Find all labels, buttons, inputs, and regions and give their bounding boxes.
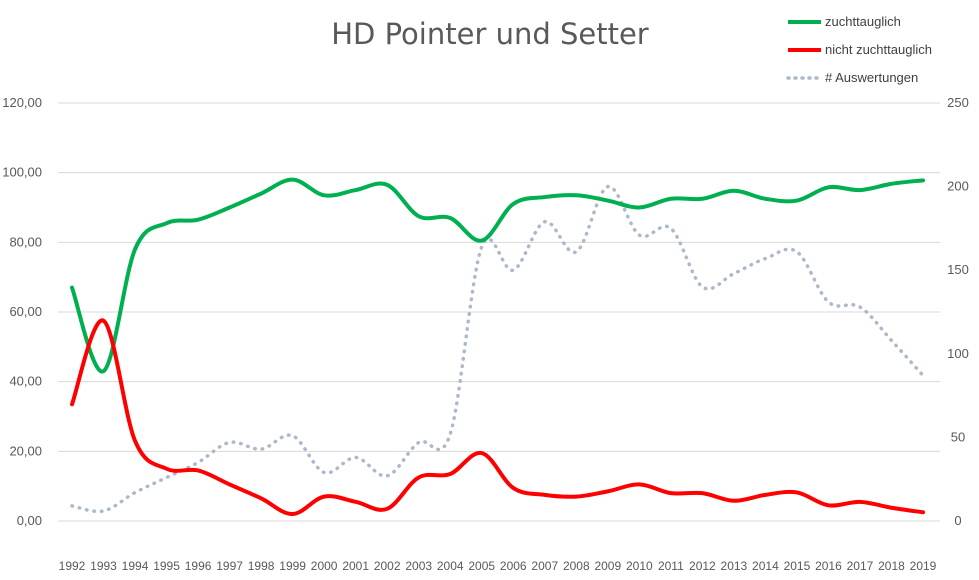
x-tick-label: 2018: [878, 559, 905, 573]
x-tick-label: 1998: [248, 559, 275, 573]
legend-label-zuchttauglich: zuchttauglich: [825, 14, 901, 29]
gridlines: [58, 102, 940, 522]
y-right-tick-label: 150: [947, 262, 969, 277]
series: [70, 177, 925, 517]
x-tick-label: 1995: [153, 559, 180, 573]
y-left-tick-label: 120,00: [2, 95, 42, 110]
y-right-tick-label: 100: [947, 346, 969, 361]
x-tick-label: 1993: [90, 559, 117, 573]
series-line-zuchttauglich: [70, 177, 925, 374]
x-tick-label: 2002: [374, 559, 401, 573]
y-left-tick-label: 40,00: [9, 374, 42, 389]
y-left-tick-label: 80,00: [9, 234, 42, 249]
x-axis: 1992 1993 1994 1995 1996 1997 1998 1999 2000 2001…: [59, 559, 937, 573]
x-tick-label: 2010: [626, 559, 653, 573]
x-tick-label: 1992: [59, 559, 86, 573]
x-tick-label: 2001: [342, 559, 369, 573]
x-tick-label: 2013: [721, 559, 748, 573]
y-left-tick-label: 100,00: [2, 165, 42, 180]
x-tick-label: 2012: [689, 559, 716, 573]
series-line-nicht-zuchttauglich: [70, 318, 925, 517]
x-tick-label: 1994: [122, 559, 149, 573]
x-tick-label: 1997: [216, 559, 243, 573]
legend-label-nicht-zuchttauglich: nicht zuchttauglich: [825, 42, 932, 57]
chart-title: HD Pointer und Setter: [331, 17, 649, 51]
y-axis-left: 0,00 20,00 40,00 60,00 80,00 100,00 120,00: [2, 95, 42, 528]
x-tick-label: 2006: [500, 559, 527, 573]
legend-label-auswertungen: # Auswertungen: [825, 70, 918, 85]
y-right-tick-label: 50: [951, 429, 965, 444]
x-tick-label: 2017: [847, 559, 874, 573]
x-tick-label: 2014: [752, 559, 779, 573]
y-right-tick-label: 250: [947, 95, 969, 110]
y-axis-right: 0 50 100 150 200 250: [947, 95, 969, 528]
x-tick-label: 2008: [563, 559, 590, 573]
y-right-tick-label: 0: [954, 513, 961, 528]
x-tick-label: 2009: [594, 559, 621, 573]
y-left-tick-label: 20,00: [9, 443, 42, 458]
x-tick-label: 2015: [784, 559, 811, 573]
x-tick-label: 1999: [279, 559, 306, 573]
y-left-tick-label: 0,00: [17, 513, 42, 528]
x-tick-label: 2003: [405, 559, 432, 573]
x-tick-label: 2019: [910, 559, 937, 573]
x-tick-label: 2000: [311, 559, 338, 573]
legend: zuchttauglich nicht zuchttauglich # Ausw…: [786, 14, 932, 85]
x-tick-label: 2016: [815, 559, 842, 573]
y-left-tick-label: 60,00: [9, 304, 42, 319]
x-tick-label: 2004: [437, 559, 464, 573]
x-tick-label: 2005: [468, 559, 495, 573]
y-right-tick-label: 200: [947, 179, 969, 194]
series-line-auswertungen: [70, 184, 925, 514]
x-tick-label: 2011: [658, 559, 684, 573]
x-tick-label: 1996: [185, 559, 212, 573]
x-tick-label: 2007: [531, 559, 558, 573]
